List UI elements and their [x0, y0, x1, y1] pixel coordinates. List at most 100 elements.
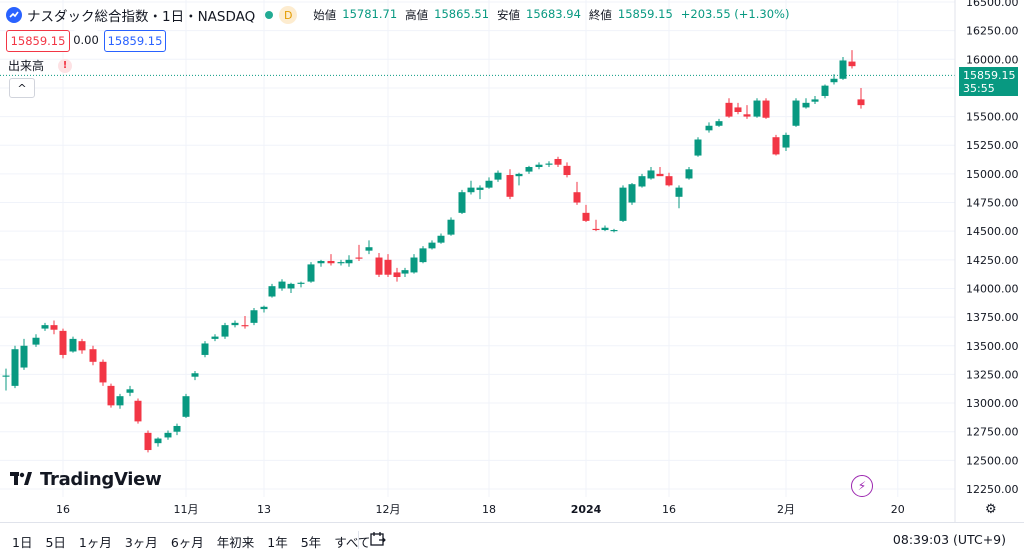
candle-body [116, 396, 124, 406]
candle-body [857, 99, 865, 106]
x-tick-label: 12月 [376, 503, 401, 516]
x-tick-label: 16 [56, 503, 70, 516]
range-button-3[interactable]: 3ヶ月 [124, 535, 158, 550]
candle-body [89, 349, 97, 362]
candle-body [410, 257, 418, 273]
candle [107, 383, 115, 408]
candle-body [782, 134, 790, 148]
volume-label: 出来高 [8, 59, 45, 73]
bar-countdown: 35:55 [963, 82, 995, 95]
settings-icon[interactable]: ⚙ [985, 502, 997, 517]
candle-body [154, 438, 162, 444]
candle-body [241, 325, 249, 327]
candle [476, 185, 484, 200]
candle-body [554, 158, 562, 165]
candle-body [221, 325, 229, 337]
candle [355, 244, 363, 261]
candle-body [78, 341, 86, 351]
candle-body [278, 281, 286, 289]
warning-icon[interactable]: ! [58, 58, 73, 73]
candle [317, 259, 325, 267]
candle [705, 122, 713, 133]
time-range-list: 1日 5日 1ヶ月 3ヶ月 6ヶ月 年初来 1年 5年 すべて [12, 532, 383, 551]
candle-body [393, 272, 401, 278]
candle [345, 255, 353, 267]
tradingview-logo[interactable]: TradingView [10, 467, 162, 491]
candle-body [401, 270, 409, 274]
candle [337, 259, 345, 266]
x-tick-label: 11月 [174, 503, 199, 516]
y-tick-label: 16500.00 [966, 0, 1019, 9]
candle [365, 240, 373, 255]
x-axis-labels: 16 11月 13 12月 18 2024 16 2月 20 [56, 503, 905, 516]
candlestick-chart[interactable]: 16 11月 13 12月 18 2024 16 2月 20 12250.00 12500.00 1… [0, 0, 1024, 522]
low-label: 安値 [497, 8, 521, 22]
candle-body [705, 125, 713, 131]
candle-body [694, 139, 702, 156]
range-button-8[interactable]: すべて [334, 535, 371, 550]
candle [656, 167, 664, 177]
candle-body [211, 336, 219, 339]
collapse-button[interactable]: ^ [9, 78, 35, 98]
close-label: 終値 [588, 8, 612, 22]
candle [762, 98, 770, 119]
sell-price-button[interactable]: 15859.15 [6, 30, 70, 52]
symbol-title[interactable]: ナスダック総合指数・1日・NASDAQ [27, 9, 256, 25]
volume-indicator-label[interactable]: 出来高 ! [8, 57, 73, 74]
calendar-range-icon[interactable] [369, 530, 387, 552]
data-delay-badge[interactable]: D [279, 6, 298, 24]
candle [287, 282, 295, 294]
range-button-0[interactable]: 1日 [12, 535, 33, 550]
candle [384, 254, 392, 278]
candle [410, 254, 418, 274]
candle [685, 167, 693, 180]
range-button-4[interactable]: 6ヶ月 [170, 535, 204, 550]
y-tick-label: 15250.00 [966, 139, 1019, 152]
y-tick-label: 14250.00 [966, 254, 1019, 267]
range-button-2[interactable]: 1ヶ月 [78, 535, 112, 550]
candle-body [811, 99, 819, 102]
candle-body [375, 257, 383, 275]
chart-header: ナスダック総合指数・1日・NASDAQ D 始値 15781.71 高値 15865… [6, 4, 791, 26]
candle-body [725, 102, 733, 117]
candle [554, 156, 562, 168]
candle [2, 368, 10, 391]
candle-body [59, 330, 67, 355]
y-tick-label: 13750.00 [966, 311, 1019, 324]
y-tick-label: 15000.00 [966, 168, 1019, 181]
candle-body [41, 325, 49, 329]
y-tick-label: 15500.00 [966, 111, 1019, 124]
range-button-5[interactable]: 年初来 [216, 535, 255, 550]
candle [154, 437, 162, 447]
candle [428, 240, 436, 250]
candle-body [476, 187, 484, 190]
range-button-1[interactable]: 5日 [45, 535, 66, 550]
candle-body [2, 375, 10, 377]
candle [260, 305, 268, 313]
candle-body [647, 170, 655, 179]
candle-body [99, 361, 107, 383]
x-tick-label: 2024 [571, 503, 602, 516]
candle [11, 345, 19, 389]
utc-clock[interactable]: 08:39:03 (UTC+9) [892, 532, 1006, 547]
chart-grid [0, 0, 955, 497]
bolt-icon[interactable]: ⚡ [851, 475, 873, 497]
candle [601, 225, 609, 232]
high-label: 高値 [405, 8, 429, 22]
candle-body [830, 78, 838, 83]
candle-body [675, 187, 683, 197]
buy-price-button[interactable]: 15859.15 [104, 30, 166, 52]
candle [467, 180, 475, 195]
candle [375, 252, 383, 278]
candle-body [535, 164, 543, 168]
candle-body [107, 385, 115, 406]
candle [393, 267, 401, 282]
candle-body [839, 60, 847, 79]
y-tick-label: 12750.00 [966, 426, 1019, 439]
symbol-logo-icon[interactable] [6, 7, 22, 23]
candle [715, 118, 723, 127]
candle [515, 172, 523, 186]
candle [582, 204, 590, 223]
range-button-6[interactable]: 1年 [267, 535, 288, 550]
range-button-7[interactable]: 5年 [300, 535, 322, 550]
